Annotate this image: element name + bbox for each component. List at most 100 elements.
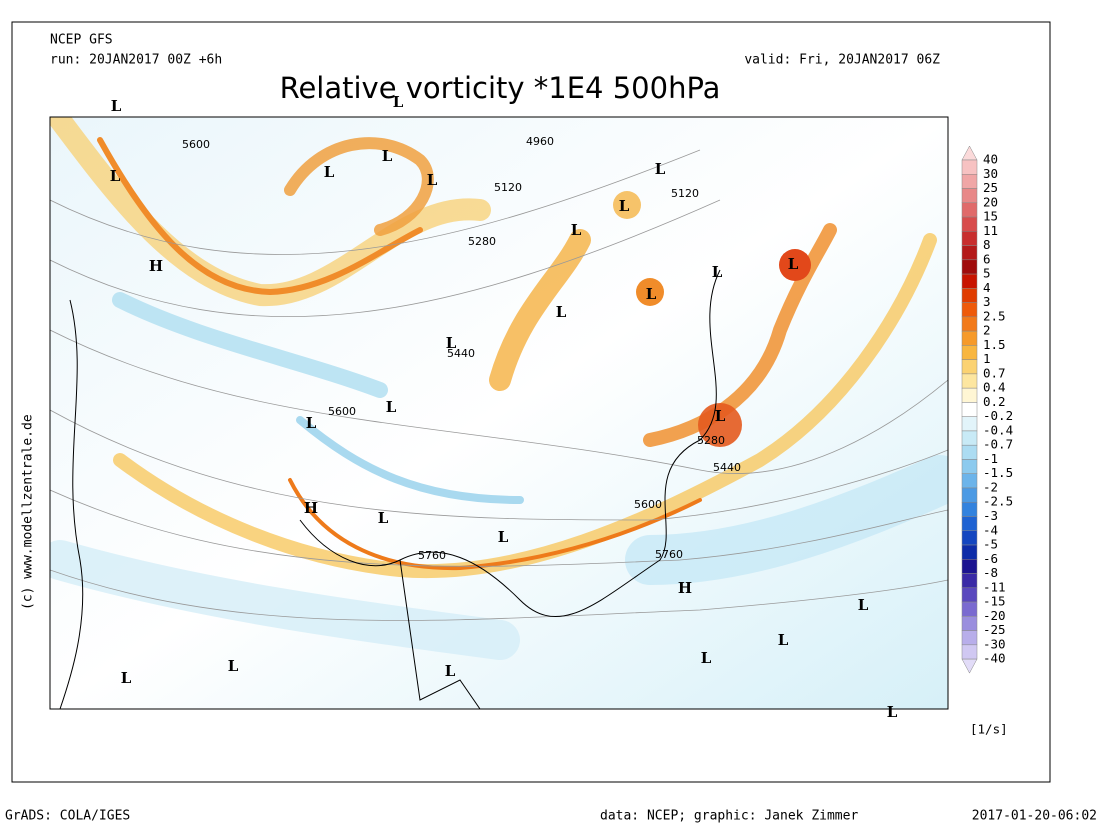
colorbar-box — [961, 559, 978, 574]
pressure-center: L — [306, 414, 317, 432]
frame — [11, 21, 1051, 783]
contour-label: 5120 — [494, 181, 522, 194]
pressure-center: L — [498, 528, 509, 546]
colorbar-label: -2.5 — [983, 494, 1013, 509]
map-field — [50, 117, 948, 709]
colorbar-label: 6 — [983, 251, 991, 266]
colorbar-label: -20 — [983, 608, 1006, 623]
colorbar-box — [961, 501, 978, 517]
colorbar-box — [961, 644, 978, 660]
pressure-center: L — [556, 303, 567, 321]
credit: (c) www.modellzentrale.de — [21, 414, 36, 610]
pressure-center: L — [715, 407, 726, 425]
pressure-center: L — [712, 263, 723, 281]
pressure-center: L — [778, 631, 789, 649]
colorbar-box — [961, 630, 978, 646]
colorbar-label: 1 — [983, 351, 991, 366]
colorbar-label: 15 — [983, 209, 998, 224]
unit: [1/s] — [970, 722, 1008, 737]
pressure-center: L — [701, 649, 712, 667]
pressure-center: L — [887, 703, 898, 721]
colorbar-box — [961, 259, 978, 275]
colorbar-box — [961, 473, 978, 489]
colorbar-label: -4 — [983, 522, 998, 537]
run: run: 20JAN2017 00Z +6h — [50, 53, 222, 68]
pressure-center: L — [571, 221, 582, 239]
contour-label: 5440 — [713, 461, 741, 474]
colorbar-box — [961, 387, 978, 403]
pressure-center: L — [121, 669, 132, 687]
colorbar-label: 40 — [983, 152, 998, 167]
pressure-center: H — [678, 579, 692, 597]
colorbar-box — [961, 216, 978, 232]
model: NCEP GFS — [50, 33, 113, 48]
pressure-center: L — [655, 160, 666, 178]
colorbar-box — [961, 231, 978, 246]
footer-source: data: NCEP; graphic: Janek Zimmer — [600, 809, 858, 824]
colorbar-label: -40 — [983, 651, 1006, 666]
contour-label: 5280 — [697, 434, 725, 447]
valid: valid: Fri, 20JAN2017 06Z — [744, 53, 940, 68]
colorbar-label: 0.7 — [983, 365, 1006, 380]
colorbar-box — [961, 345, 978, 360]
colorbar-box — [961, 416, 978, 432]
contour-label: 4960 — [526, 135, 554, 148]
colorbar: 403025201511865432.521.510.70.40.2-0.2-0… — [961, 145, 1013, 674]
title: Relative vorticity *1E4 500hPa — [280, 71, 721, 105]
map-border — [49, 116, 949, 710]
colorbar-box — [961, 430, 978, 446]
colorbar-box — [961, 373, 978, 389]
footer-timestamp: 2017-01-20-06:02 — [972, 809, 1097, 824]
colorbar-label: 4 — [983, 280, 991, 295]
contour-label: 5600 — [182, 138, 210, 151]
pressure-center: L — [386, 398, 397, 416]
colorbar-label: -6 — [983, 551, 998, 566]
pressure-center: L — [393, 93, 404, 111]
colorbar-label: -0.7 — [983, 437, 1013, 452]
colorbar-box — [961, 587, 978, 603]
map-labels: 5600 4960 5120 5120 5280 5440 5600 5280 5440 5600… — [110, 93, 898, 721]
colorbar-box — [961, 459, 978, 474]
pressure-center: L — [788, 255, 799, 273]
colorbar-label: -25 — [983, 622, 1006, 637]
colorbar-box — [961, 330, 978, 346]
colorbar-label: 0.2 — [983, 394, 1006, 409]
colorbar-cap — [961, 658, 978, 674]
pressure-center: L — [646, 285, 657, 303]
contour-label: 5120 — [671, 187, 699, 200]
pressure-center: L — [378, 509, 389, 527]
colorbar-box — [961, 245, 978, 261]
colorbar-label: 3 — [983, 294, 991, 309]
colorbar-label: -3 — [983, 508, 998, 523]
colorbar-box — [961, 487, 978, 503]
colorbar-label: 0.4 — [983, 380, 1006, 395]
pressure-center: L — [619, 197, 630, 215]
colorbar-label: -0.4 — [983, 422, 1013, 437]
colorbar-box — [961, 302, 978, 318]
pressure-center: L — [445, 662, 456, 680]
footer-software: GrADS: COLA/IGES — [5, 809, 130, 824]
colorbar-box — [961, 159, 978, 175]
pressure-center: L — [382, 147, 393, 165]
colorbar-label: -11 — [983, 579, 1006, 594]
colorbar-box — [961, 273, 978, 289]
contour-label: 5280 — [468, 235, 496, 248]
contour-label: 5600 — [634, 498, 662, 511]
colorbar-box — [961, 316, 978, 332]
colorbar-label: 25 — [983, 180, 998, 195]
colorbar-box — [961, 202, 978, 218]
contour-label: 5760 — [655, 548, 683, 561]
colorbar-label: 30 — [983, 166, 998, 181]
contour-label: 5600 — [328, 405, 356, 418]
colorbar-label: -15 — [983, 594, 1006, 609]
pressure-center: H — [304, 499, 318, 517]
colorbar-label: -1.5 — [983, 465, 1013, 480]
colorbar-box — [961, 288, 978, 303]
colorbar-label: 2.5 — [983, 308, 1006, 323]
pressure-center: L — [111, 97, 122, 115]
colorbar-label: -2 — [983, 479, 998, 494]
pressure-center: L — [324, 163, 335, 181]
colorbar-label: -30 — [983, 636, 1006, 651]
pressure-center: L — [858, 596, 869, 614]
